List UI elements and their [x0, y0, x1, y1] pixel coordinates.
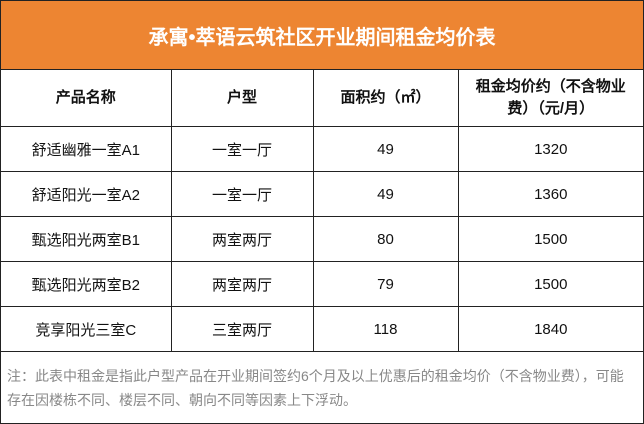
table-cell: 三室两厅: [170, 306, 314, 352]
table-cell: 1840: [457, 306, 643, 352]
table-row: 舒适幽雅一室A1 一室一厅 49 1320: [1, 126, 643, 172]
header-row: 产品名称 户型 面积约（㎡） 租金均价约（不含物业费）（元/月）: [1, 70, 643, 127]
table-cell: 两室两厅: [170, 261, 314, 307]
column-header: 租金均价约（不含物业费）（元/月）: [457, 70, 643, 127]
table-title: 承寓•萃语云筑社区开业期间租金均价表: [1, 1, 643, 70]
table-cell: 1500: [457, 216, 643, 262]
table-cell: 甄选阳光两室B2: [1, 261, 172, 307]
column-header: 户型: [170, 70, 314, 127]
rent-table: 产品名称 户型 面积约（㎡） 租金均价约（不含物业费）（元/月） 舒适幽雅一室A…: [1, 70, 643, 352]
table-row: 甄选阳光两室B2 两室两厅 79 1500: [1, 261, 643, 307]
table-row: 舒适阳光一室A2 一室一厅 49 1360: [1, 171, 643, 217]
table-cell: 79: [312, 261, 459, 307]
table-cell: 竞享阳光三室C: [1, 306, 172, 352]
table-cell: 118: [312, 306, 459, 352]
table-cell: 一室一厅: [170, 171, 314, 217]
table-cell: 80: [312, 216, 459, 262]
table-cell: 1500: [457, 261, 643, 307]
table-cell: 甄选阳光两室B1: [1, 216, 172, 262]
table-cell: 1360: [457, 171, 643, 217]
table-cell: 1320: [457, 126, 643, 172]
column-header: 面积约（㎡）: [312, 70, 459, 127]
table-cell: 一室一厅: [170, 126, 314, 172]
table-row: 甄选阳光两室B1 两室两厅 80 1500: [1, 216, 643, 262]
table-cell: 两室两厅: [170, 216, 314, 262]
table-cell: 舒适阳光一室A2: [1, 171, 172, 217]
table-cell: 舒适幽雅一室A1: [1, 126, 172, 172]
footnote: 注：此表中租金是指此户型产品在开业期间签约6个月及以上优惠后的租金均价（不含物业…: [7, 368, 624, 408]
table-cell: 49: [312, 171, 459, 217]
table-cell: 49: [312, 126, 459, 172]
column-header: 产品名称: [1, 70, 172, 127]
table-row: 竞享阳光三室C 三室两厅 118 1840: [1, 306, 643, 352]
